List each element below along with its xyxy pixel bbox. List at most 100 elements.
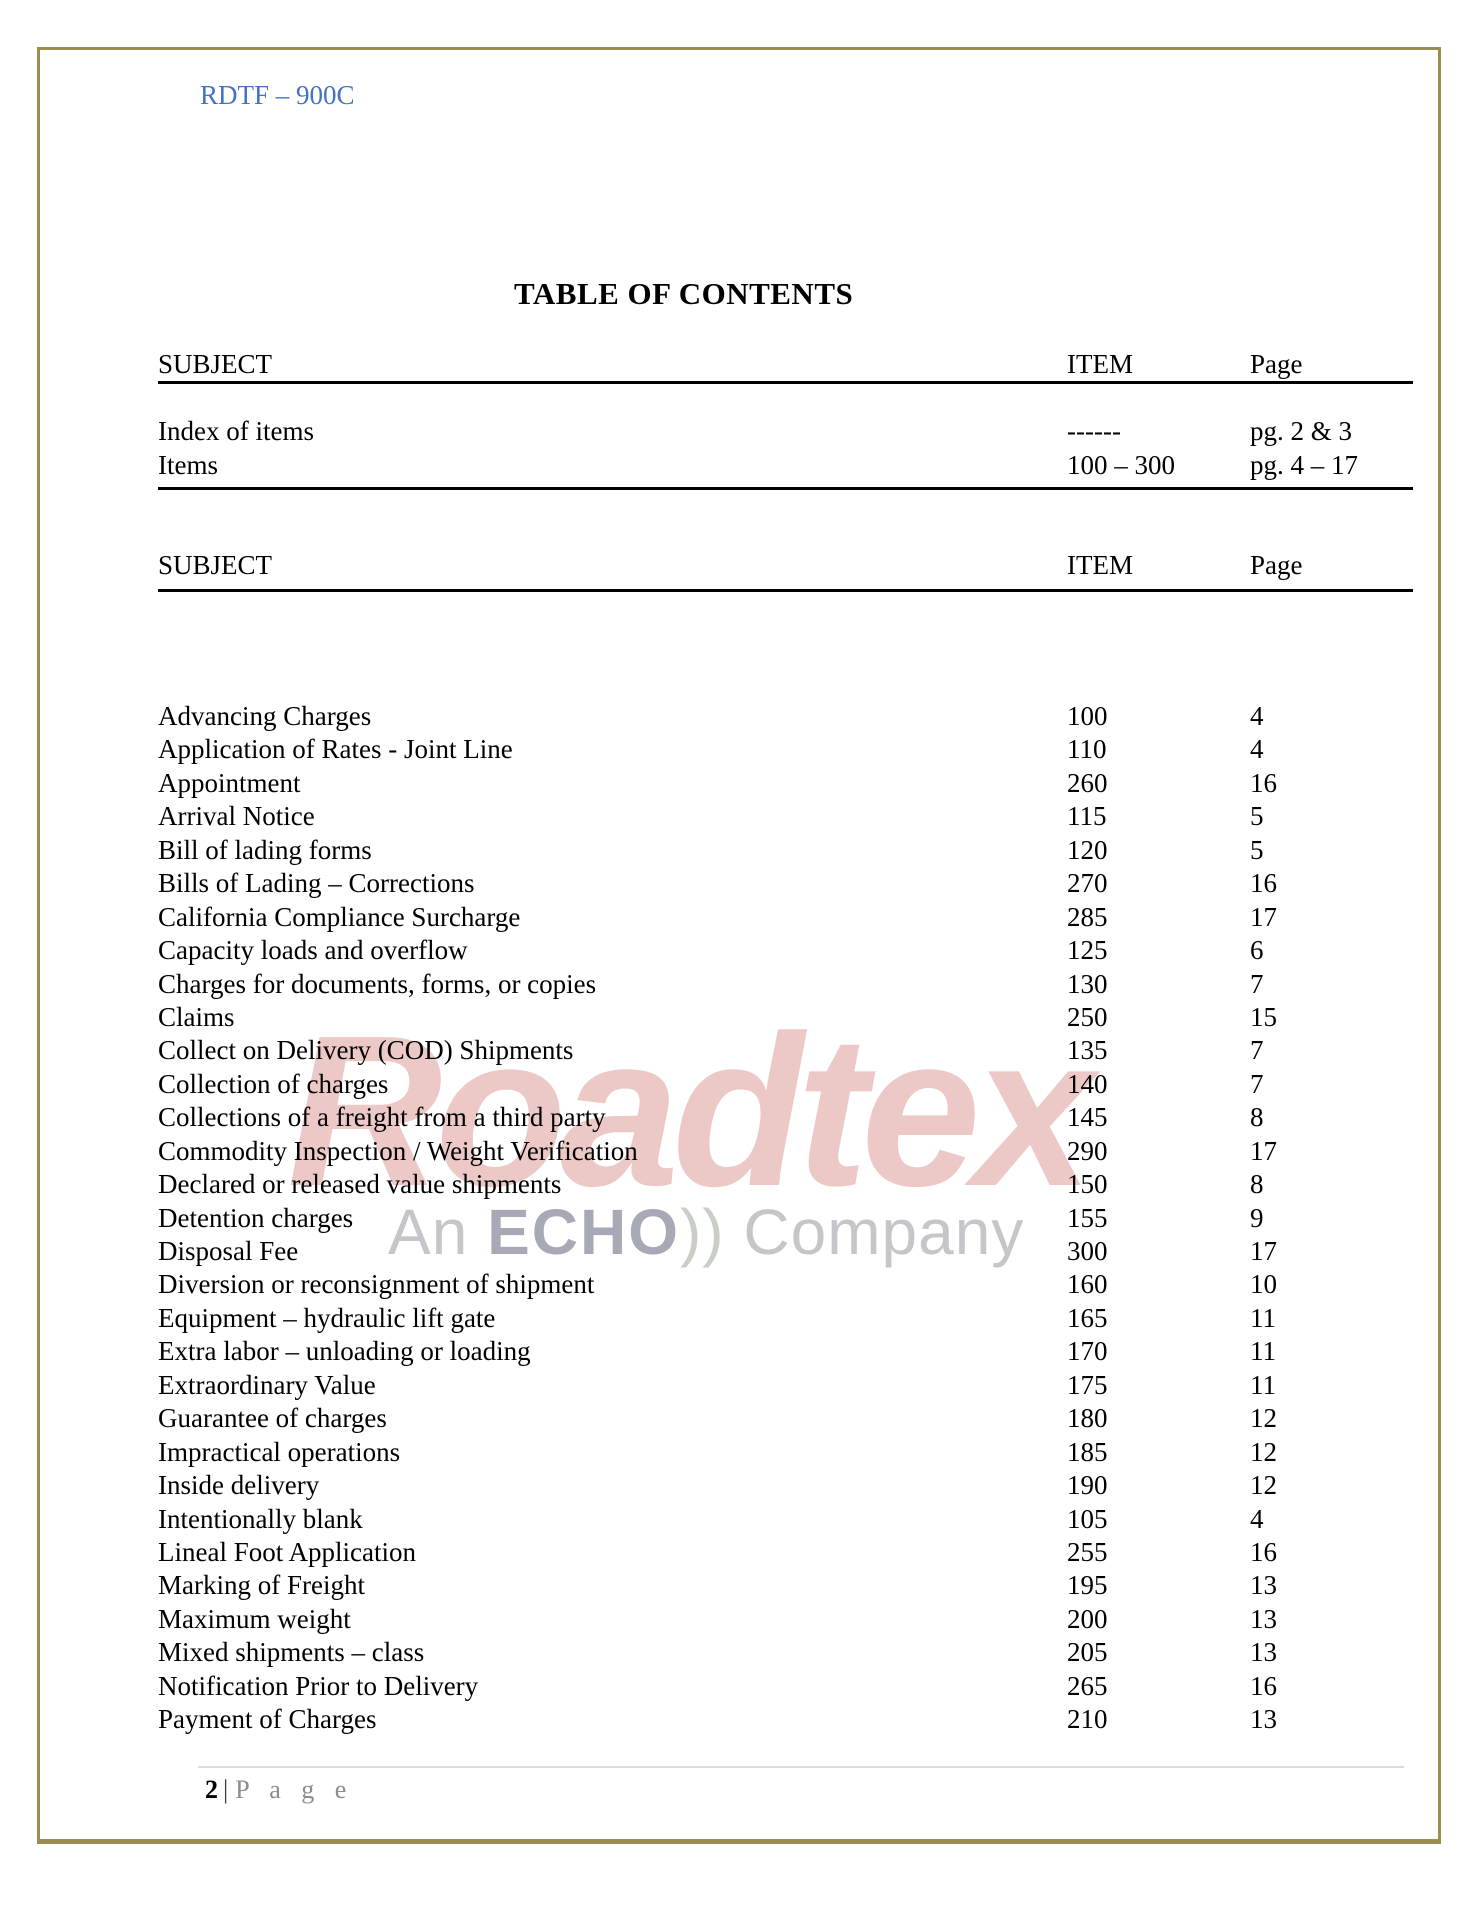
items-header-item: ITEM xyxy=(1067,550,1133,580)
watermark-echo-prefix: An xyxy=(388,1196,469,1268)
row-subject: Detention charges xyxy=(158,1202,354,1233)
row-page: 12 xyxy=(1250,1403,1277,1434)
row-page: 9 xyxy=(1250,1202,1264,1233)
row-subject: Notification Prior to Delivery xyxy=(158,1670,479,1701)
row-item: 150 xyxy=(1067,1169,1108,1200)
table-rule xyxy=(158,487,1413,490)
row-subject: Diversion or reconsignment of shipment xyxy=(158,1269,595,1300)
row-subject: Advancing Charges xyxy=(158,701,372,731)
row-item: 195 xyxy=(1067,1570,1108,1601)
table-row: Bill of lading forms 120 5 xyxy=(158,835,1413,868)
row-subject: Commodity Inspection / Weight Verificati… xyxy=(158,1135,638,1166)
table-rule xyxy=(158,381,1413,384)
doc-code: RDTF – 900C xyxy=(200,80,355,110)
table-row: Extraordinary Value 175 11 xyxy=(158,1370,1413,1403)
table-row: Charges for documents, forms, or copies 1… xyxy=(158,969,1413,1002)
row-item: 100 xyxy=(1067,701,1108,731)
row-subject: Equipment – hydraulic lift gate xyxy=(158,1302,496,1333)
row-item: 285 xyxy=(1067,901,1108,932)
row-subject: Capacity loads and overflow xyxy=(158,935,468,966)
row-page: 7 xyxy=(1250,968,1264,999)
row-page: 7 xyxy=(1250,1035,1264,1066)
row-page: 4 xyxy=(1250,701,1264,731)
row-item: 100 – 300 xyxy=(1067,449,1175,480)
watermark-roadtex: Roadtex xyxy=(287,990,1093,1231)
table-row: Notification Prior to Delivery 265 16 xyxy=(158,1671,1413,1704)
footer-divider xyxy=(198,1766,1404,1768)
items-table-body: Advancing Charges 100 4 Application of Rate… xyxy=(158,701,1413,1738)
row-item: 290 xyxy=(1067,1135,1108,1166)
row-page: 17 xyxy=(1250,1236,1277,1266)
row-item: 300 xyxy=(1067,1236,1108,1266)
page-title: TABLE OF CONTENTS xyxy=(514,276,854,311)
row-subject: Collect on Delivery (COD) Shipments xyxy=(158,1035,574,1066)
table-row: Mixed shipments – class 205 13 xyxy=(158,1637,1413,1670)
row-item: 175 xyxy=(1067,1369,1108,1400)
row-item: 165 xyxy=(1067,1302,1108,1333)
row-page: 12 xyxy=(1250,1436,1277,1467)
table-row: Application of Rates - Joint Line 110 4 xyxy=(158,734,1413,767)
table-row: Detention charges 155 9 xyxy=(158,1203,1413,1236)
table-row: Declared or released value shipments 150 8 xyxy=(158,1169,1413,1202)
table-rule xyxy=(158,589,1413,592)
row-subject: Marking of Freight xyxy=(158,1570,365,1601)
row-subject: Charges for documents, forms, or copies xyxy=(158,968,597,999)
row-page: 11 xyxy=(1250,1336,1276,1367)
table-row: Capacity loads and overflow 125 6 xyxy=(158,935,1413,968)
row-item: 180 xyxy=(1067,1403,1108,1434)
row-item: 270 xyxy=(1067,868,1108,899)
row-page: 17 xyxy=(1250,901,1277,932)
row-subject: California Compliance Surcharge xyxy=(158,901,521,932)
index-header-page: Page xyxy=(1250,349,1303,379)
row-subject: Disposal Fee xyxy=(158,1236,299,1266)
row-page: 8 xyxy=(1250,1102,1264,1133)
table-row: Collections of a freight from a third pa… xyxy=(158,1102,1413,1135)
row-page: 13 xyxy=(1250,1637,1277,1668)
row-subject: Extra labor – unloading or loading xyxy=(158,1336,531,1367)
items-header-subject: SUBJECT xyxy=(158,550,273,580)
row-page: 16 xyxy=(1250,767,1277,798)
row-subject: Appointment xyxy=(158,767,301,798)
row-subject: Intentionally blank xyxy=(158,1503,363,1534)
row-page: 16 xyxy=(1250,1670,1277,1701)
row-page: pg. 4 – 17 xyxy=(1250,449,1358,480)
row-page: 16 xyxy=(1250,1536,1277,1567)
row-subject: Collection of charges xyxy=(158,1068,389,1099)
watermark-echo-brand: ECHO xyxy=(487,1196,680,1268)
table-row: Lineal Foot Application 255 16 xyxy=(158,1537,1413,1570)
row-page: 6 xyxy=(1250,935,1264,966)
row-subject: Index of items xyxy=(158,416,314,446)
table-row: Inside delivery 190 12 xyxy=(158,1470,1413,1503)
row-subject: Payment of Charges xyxy=(158,1704,377,1735)
table-row: Payment of Charges 210 13 xyxy=(158,1704,1413,1737)
table-row: California Compliance Surcharge 285 17 xyxy=(158,902,1413,935)
row-page: 5 xyxy=(1250,834,1264,865)
row-item: 125 xyxy=(1067,935,1108,966)
items-table-header: SUBJECT ITEM Page xyxy=(158,550,1413,581)
row-subject: Bill of lading forms xyxy=(158,834,372,865)
row-subject: Items xyxy=(158,449,218,480)
table-row: Bills of Lading – Corrections 270 16 xyxy=(158,868,1413,901)
table-row: Intentionally blank 105 4 xyxy=(158,1504,1413,1537)
table-row: Impractical operations 185 12 xyxy=(158,1437,1413,1470)
row-item: 110 xyxy=(1067,734,1107,765)
row-page: 13 xyxy=(1250,1603,1277,1634)
row-subject: Collections of a freight from a third pa… xyxy=(158,1102,606,1133)
row-page: 11 xyxy=(1250,1369,1276,1400)
row-page: 12 xyxy=(1250,1470,1277,1501)
table-row: Extra labor – unloading or loading 170 11 xyxy=(158,1336,1413,1369)
row-subject: Mixed shipments – class xyxy=(158,1637,425,1668)
row-page: 10 xyxy=(1250,1269,1277,1300)
row-item: 250 xyxy=(1067,1001,1108,1032)
index-table-body: Index of items ------ pg. 2 & 3 Items 100 – … xyxy=(158,416,1413,483)
row-item: 105 xyxy=(1067,1503,1108,1534)
row-item: 120 xyxy=(1067,834,1108,865)
row-subject: Impractical operations xyxy=(158,1436,401,1467)
table-row: Index of items ------ pg. 2 & 3 xyxy=(158,416,1413,450)
row-subject: Guarantee of charges xyxy=(158,1403,387,1434)
watermark-echo-line: An ECHO)) Company xyxy=(388,1196,1024,1268)
index-header-item: ITEM xyxy=(1067,349,1133,379)
page-footer: 2 | P a g e xyxy=(205,1775,353,1805)
row-page: 15 xyxy=(1250,1001,1277,1032)
row-subject: Bills of Lading – Corrections xyxy=(158,868,475,899)
